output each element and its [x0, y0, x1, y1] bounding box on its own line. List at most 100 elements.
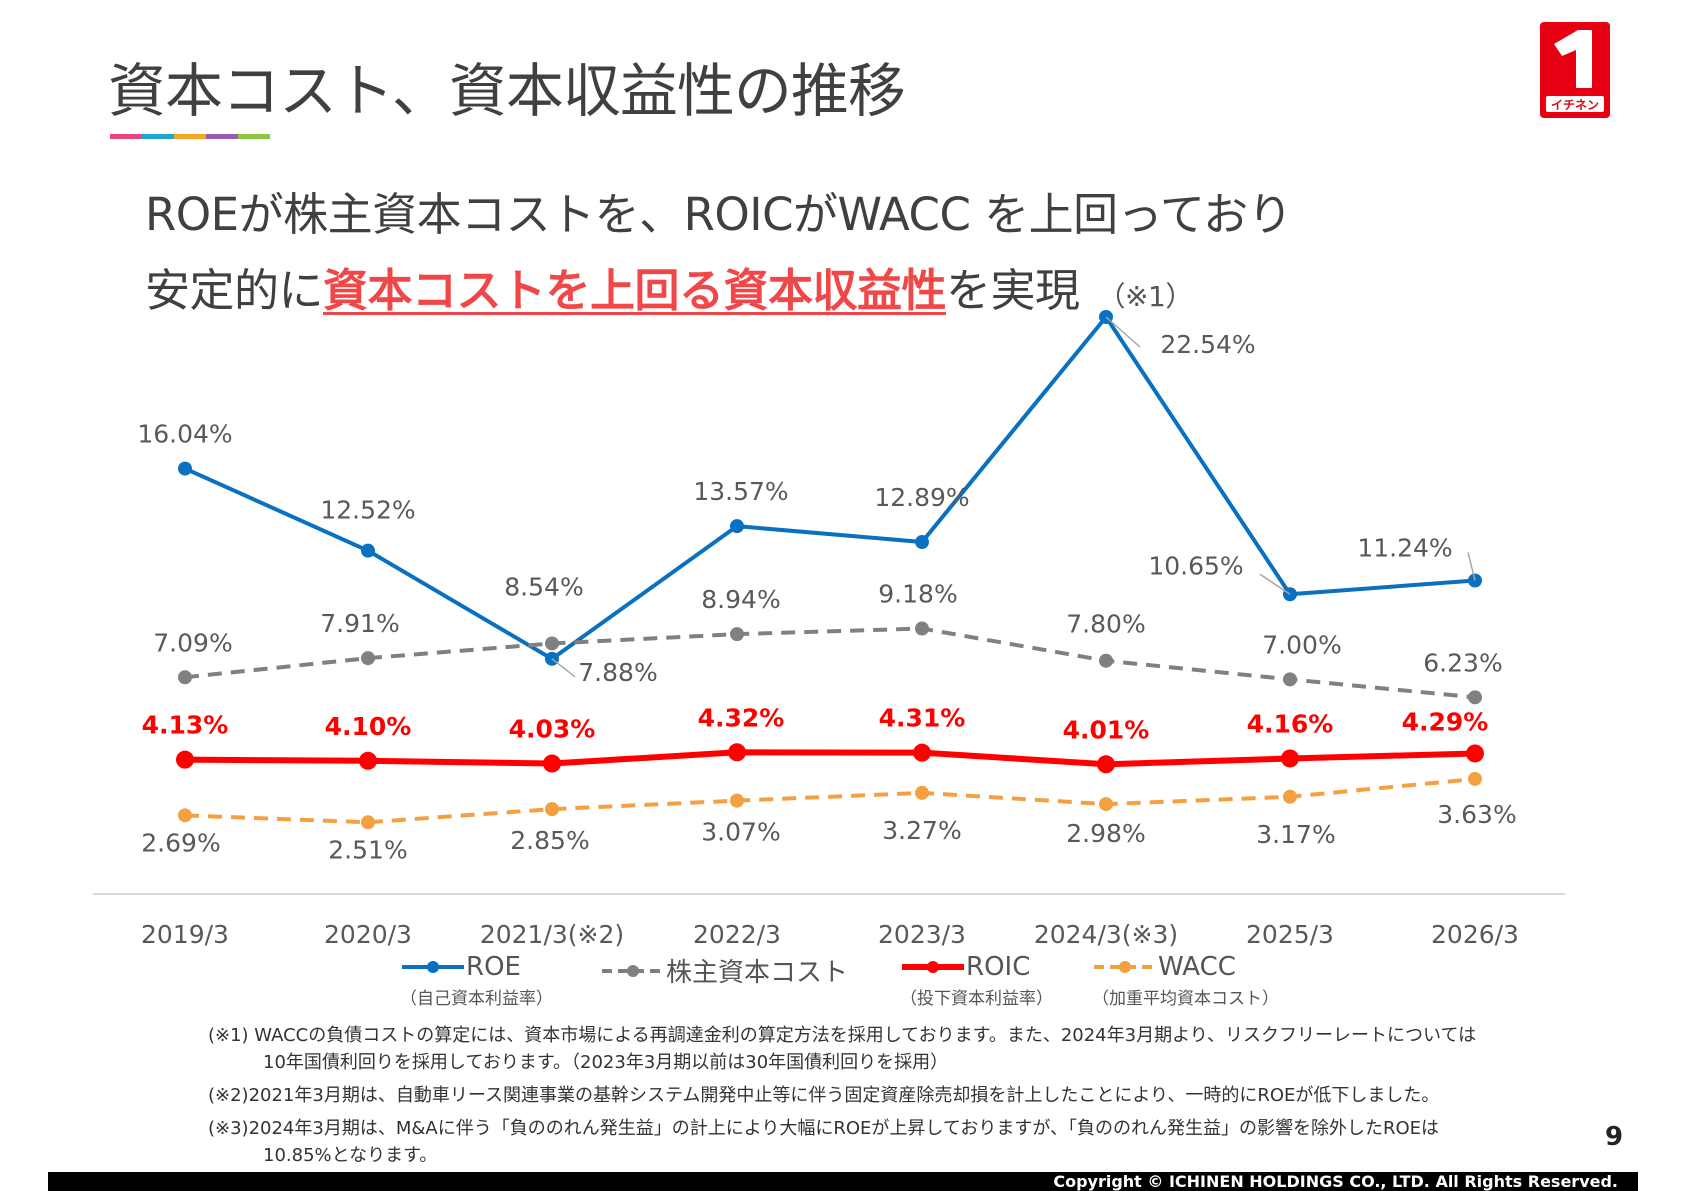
title-accent-bar [110, 134, 270, 139]
page-number: 9 [1605, 1122, 1624, 1152]
headline-line-1: ROEが株主資本コストを、ROICがWACC を上回っており [145, 188, 1293, 241]
data-label: 4.01% [1063, 715, 1150, 744]
series-line [184, 626, 1476, 700]
data-point [543, 754, 561, 773]
accent-stripe [174, 134, 206, 139]
data-label: 13.57% [693, 477, 788, 506]
legend-label: WACC [1158, 952, 1236, 982]
x-tick-label: 2026/3 [1431, 920, 1519, 949]
data-point [1468, 690, 1482, 705]
data-point [178, 808, 192, 823]
legend-label: 株主資本コスト [666, 958, 849, 988]
data-label: 4.10% [325, 712, 412, 741]
legend-sublabel: （自己資本利益率） [400, 989, 553, 1009]
data-point [176, 750, 194, 769]
data-point [728, 743, 746, 762]
data-label: 4.31% [879, 704, 966, 733]
data-point [545, 651, 559, 666]
data-label: 2.69% [141, 828, 220, 857]
legend-sublabel: （投下資本利益率） [900, 989, 1053, 1009]
data-point [1466, 744, 1484, 763]
copyright-footer: Copyright © ICHINEN HOLDINGS CO., LTD. A… [48, 1172, 1638, 1191]
data-label: 11.24% [1357, 533, 1452, 562]
line-chart: 2019/3 2020/3 2021/3(※2) 2022/3 2023/3 2024/3… [93, 310, 1565, 949]
data-point [915, 621, 929, 636]
data-label: 8.94% [701, 585, 780, 614]
legend-swatch-marker [927, 961, 939, 973]
data-point [1468, 771, 1482, 786]
data-point [359, 751, 377, 770]
legend-label: ROIC [966, 952, 1031, 982]
legend-swatch-marker [1119, 961, 1131, 973]
footnote-1: (※1) WACCの負債コストの算定には、資本市場による再調達金利の算定方法を採… [208, 1022, 1476, 1076]
data-point [1099, 653, 1113, 668]
data-label: 10.65% [1148, 551, 1243, 580]
data-label: 2.85% [510, 826, 589, 855]
label-leader-line [1105, 316, 1141, 348]
data-label: 12.52% [320, 496, 415, 525]
label-leader-line [1467, 552, 1476, 581]
accent-stripe [142, 134, 174, 139]
data-point [1281, 749, 1299, 768]
logo-text: イチネン [1551, 98, 1599, 112]
label-leader-line [551, 658, 576, 678]
data-point [915, 535, 929, 550]
data-label: 7.80% [1066, 610, 1145, 639]
data-point [915, 785, 929, 800]
legend-item: ROE （自己資本利益率） [400, 952, 553, 1009]
data-label: 7.91% [320, 609, 399, 638]
data-point [361, 543, 375, 558]
footnote-3-line-1: (※3)2024年3月期は、M&Aに伴う「負ののれん発生益」の計上により大幅にR… [208, 1118, 1440, 1139]
x-tick-label: 2022/3 [693, 920, 781, 949]
page-title: 資本コスト、資本収益性の推移 [108, 57, 906, 125]
data-point [913, 743, 931, 762]
data-label: 2.51% [328, 835, 407, 864]
footnote-2: (※2)2021年3月期は、自動車リース関連事業の基幹システム開発中止等に伴う固… [208, 1085, 1440, 1106]
legend-sublabel: （加重平均資本コスト） [1092, 989, 1279, 1009]
data-point [1099, 797, 1113, 812]
legend-item: ROIC （投下資本利益率） [900, 952, 1053, 1009]
x-tick-label: 2019/3 [141, 920, 229, 949]
data-point [1283, 672, 1297, 687]
data-point [178, 670, 192, 685]
data-label: 4.16% [1247, 709, 1334, 738]
footnote-3: (※3)2024年3月期は、M&Aに伴う「負ののれん発生益」の計上により大幅にR… [208, 1115, 1476, 1169]
footnotes: (※1) WACCの負債コストの算定には、資本市場による再調達金利の算定方法を採… [208, 1022, 1476, 1175]
data-point [545, 802, 559, 817]
data-point [730, 793, 744, 808]
data-point [1283, 789, 1297, 804]
legend-swatch [902, 961, 964, 973]
data-label: 3.17% [1256, 820, 1335, 849]
legend-row: 株主資本コスト [600, 952, 848, 989]
data-label: 4.13% [142, 711, 229, 740]
headline-suffix: を実現 [946, 264, 1080, 317]
footnote-3-line-2: 10.85%となります。 [263, 1145, 438, 1166]
data-label: 6.23% [1423, 648, 1502, 677]
footnote-1-line-1: (※1) WACCの負債コストの算定には、資本市場による再調達金利の算定方法を採… [208, 1025, 1477, 1046]
legend-swatch [1094, 961, 1156, 973]
data-label: 4.32% [698, 703, 785, 732]
data-label: 3.07% [701, 818, 780, 847]
legend-swatch [602, 964, 664, 977]
data-label: 12.89% [874, 483, 969, 512]
x-tick-label: 2023/3 [878, 920, 966, 949]
legend-row: ROIC [900, 952, 1053, 982]
data-point [361, 651, 375, 666]
data-point [178, 461, 192, 476]
data-label: 3.63% [1437, 800, 1516, 829]
legend-swatch-marker [427, 961, 439, 973]
legend-swatch [402, 961, 464, 973]
headline-note: （※1） [1097, 280, 1194, 313]
legend-swatch-marker [627, 964, 639, 977]
data-label: 4.29% [1402, 707, 1489, 736]
legend-item: WACC （加重平均資本コスト） [1092, 952, 1279, 1009]
data-point [730, 519, 744, 534]
headline-highlight: 資本コストを上回る資本収益性 [323, 264, 947, 317]
data-label: 7.00% [1262, 630, 1341, 659]
data-point [1097, 755, 1115, 774]
legend-item: 株主資本コスト [600, 952, 848, 989]
data-point [545, 636, 559, 651]
headline-prefix: 安定的に [145, 264, 324, 317]
data-label: 22.54% [1160, 330, 1255, 359]
x-tick-label: 2020/3 [324, 920, 412, 949]
